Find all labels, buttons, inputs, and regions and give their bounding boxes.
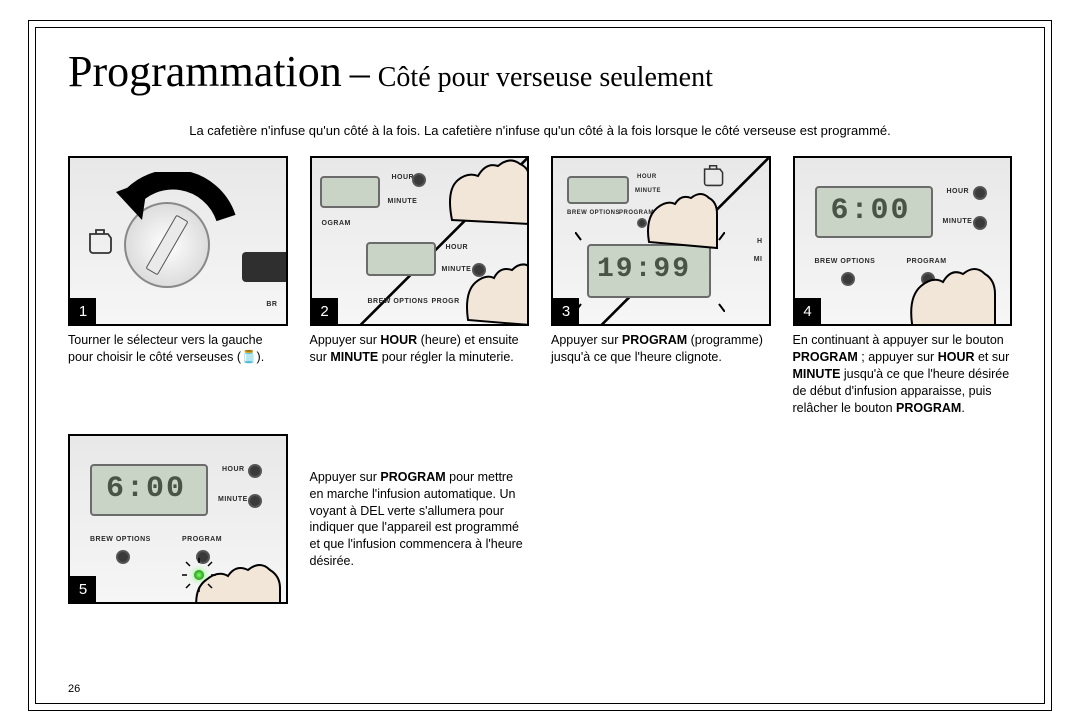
step-5-caption: Appuyer sur PROGRAM pour mettre en march… [310, 469, 530, 570]
page-title: Programmation – Côté pour verseuse seule… [68, 46, 1012, 97]
step-3-figure: HOUR MINUTE BREW OPTIONS PROGRAM 19:99 [551, 156, 771, 326]
lcd-600: 6:00 [815, 186, 933, 238]
note-text: La cafetière n'infuse qu'un côté à la fo… [68, 123, 1012, 138]
carafe-icon [86, 228, 116, 256]
step-number-badge: 2 [312, 298, 338, 324]
panel-edge [242, 252, 286, 282]
brew-button-5 [116, 550, 130, 564]
step-5: 6:00 HOUR MINUTE BREW OPTIONS PROGRAM [68, 434, 288, 604]
empty-cell [793, 434, 1013, 604]
label-hour-5: HOUR [222, 466, 245, 473]
label-brew-options-lower: BREW OPTIONS [368, 298, 429, 305]
label-h: H [757, 238, 763, 245]
lcd-600-b: 6:00 [90, 464, 208, 516]
label-minute-upper: MINUTE [388, 198, 418, 205]
hour-button-5 [248, 464, 262, 478]
step-2-caption: Appuyer sur HOUR (heure) et ensuite sur … [310, 332, 530, 366]
step-2: HOUR MINUTE HOUR MINUTE BREW OPTIONS PRO… [310, 156, 530, 416]
label-brew-options-4: BREW OPTIONS [815, 258, 876, 265]
step-5-figure: 6:00 HOUR MINUTE BREW OPTIONS PROGRAM [68, 434, 288, 604]
lcd-lower [366, 242, 436, 276]
led-rays-icon [182, 558, 216, 592]
step-4: 6:00 HOUR MINUTE BREW OPTIONS PROGRAM [793, 156, 1013, 416]
steps-grid: BR 1 Tourner le sélecteur vers la gauche… [68, 156, 1012, 604]
label-br: BR [266, 301, 277, 308]
step-5-caption-cell: Appuyer sur PROGRAM pour mettre en march… [310, 434, 530, 604]
label-minute-5: MINUTE [218, 496, 248, 503]
step-3: HOUR MINUTE BREW OPTIONS PROGRAM 19:99 [551, 156, 771, 416]
title-subtitle: Côté pour verseuse seulement [378, 62, 713, 93]
step-number-badge: 4 [795, 298, 821, 324]
step-3-caption: Appuyer sur PROGRAM (programme) jusqu'à … [551, 332, 771, 366]
label-hour-upper: HOUR [392, 174, 415, 181]
step-number-badge: 5 [70, 576, 96, 602]
step-number-badge: 3 [553, 298, 579, 324]
step-4-figure: 6:00 HOUR MINUTE BREW OPTIONS PROGRAM [793, 156, 1013, 326]
step-1-caption: Tourner le sélecteur vers la gauche pour… [68, 332, 288, 366]
manual-page: Programmation – Côté pour verseuse seule… [0, 0, 1080, 723]
outer-border: Programmation – Côté pour verseuse seule… [28, 20, 1052, 711]
page-number: 26 [68, 683, 80, 695]
step-2-figure: HOUR MINUTE HOUR MINUTE BREW OPTIONS PRO… [310, 156, 530, 326]
step-1: BR 1 Tourner le sélecteur vers la gauche… [68, 156, 288, 416]
hour-button-4 [973, 186, 987, 200]
step-number-badge: 1 [70, 298, 96, 324]
hand-program-4-icon [895, 254, 1013, 326]
minute-button-5 [248, 494, 262, 508]
rotate-arrow-icon [106, 172, 236, 252]
inner-border: Programmation – Côté pour verseuse seule… [35, 27, 1045, 704]
label-hour-4: HOUR [947, 188, 970, 195]
minute-button-4 [973, 216, 987, 230]
lcd-upper [320, 176, 380, 208]
label-mi: MI [754, 256, 763, 263]
brew-button-4 [841, 272, 855, 286]
label-program-5: PROGRAM [182, 536, 222, 543]
hand-program-icon [639, 184, 749, 254]
label-brew-options-small: BREW OPTIONS [567, 210, 620, 216]
label-ogram: OGRAM [322, 220, 351, 227]
step-4-caption: En continuant à appuyer sur le bouton PR… [793, 332, 1013, 416]
title-dash: – [346, 50, 374, 95]
lcd-600-b-text: 6:00 [106, 472, 186, 506]
step-1-figure: BR 1 [68, 156, 288, 326]
hand-lower-icon [460, 250, 530, 326]
label-program-lower-abbrev: PROGR [432, 298, 460, 305]
lcd-600-text: 6:00 [831, 194, 911, 228]
label-minute-4: MINUTE [943, 218, 973, 225]
hand-upper-icon [422, 156, 530, 236]
lcd-small-upper [567, 176, 629, 204]
title-main: Programmation [68, 47, 342, 96]
label-brew-options-5: BREW OPTIONS [90, 536, 151, 543]
label-hour-small: HOUR [637, 174, 657, 180]
empty-cell [551, 434, 771, 604]
